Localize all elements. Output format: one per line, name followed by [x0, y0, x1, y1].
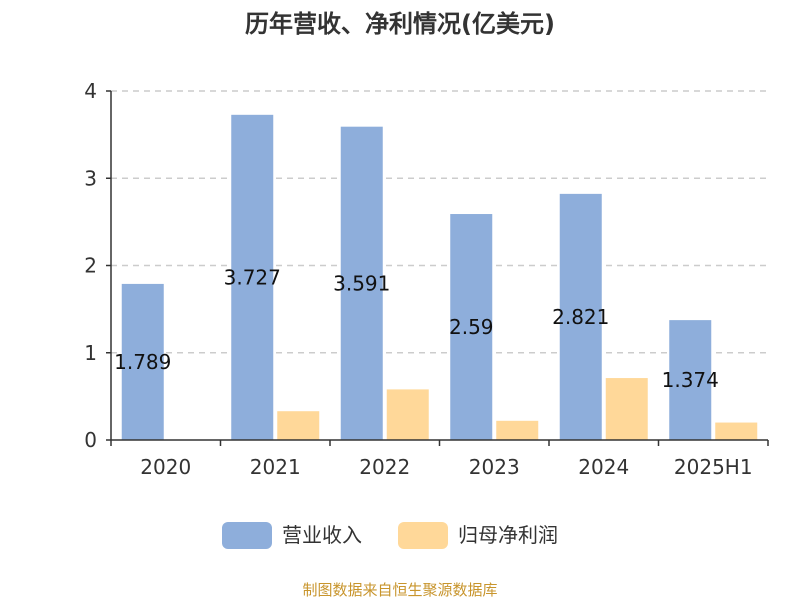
gridlines — [111, 90, 768, 354]
x-tick-label: 2022 — [359, 455, 410, 479]
bar-value-label: 2.821 — [552, 305, 609, 329]
data-labels: 1.789 3.727 3.591 2.59 2.821 1.374 — [114, 265, 719, 392]
legend-swatch — [222, 522, 272, 549]
bar-revenue[interactable] — [559, 193, 602, 440]
chart-title: 历年营收、净利情况(亿美元) — [245, 10, 555, 38]
legend-label: 营业收入 — [282, 523, 362, 547]
x-tick-label: 2024 — [578, 455, 629, 479]
y-tick-label: 2 — [84, 254, 97, 278]
y-tick-label: 0 — [84, 428, 97, 452]
axes: 0 1 2 3 4 2020 2021 2022 2023 2024 2025H1 — [84, 79, 769, 479]
legend[interactable]: 营业收入 归母净利润 — [222, 522, 558, 549]
source-note: 制图数据来自恒生聚源数据库 — [302, 581, 497, 599]
bar-value-label: 1.789 — [114, 350, 171, 374]
bar-value-label: 3.727 — [224, 265, 281, 289]
bar-value-label: 2.59 — [449, 315, 494, 339]
y-tick-label: 3 — [84, 166, 97, 190]
bar-net-profit[interactable] — [605, 378, 648, 440]
x-tick-label: 2020 — [140, 455, 191, 479]
x-tick-label: 2023 — [469, 455, 520, 479]
x-tick-label: 2021 — [250, 455, 301, 479]
legend-label: 归母净利润 — [458, 523, 558, 547]
bar-revenue[interactable] — [450, 214, 493, 440]
bar-revenue[interactable] — [669, 320, 712, 440]
bar-revenue[interactable] — [231, 114, 274, 441]
bar-value-label: 3.591 — [333, 271, 390, 295]
y-tick-label: 4 — [84, 79, 97, 103]
bar-revenue[interactable] — [340, 126, 383, 441]
bar-net-profit[interactable] — [386, 389, 429, 440]
legend-item[interactable]: 归母净利润 — [398, 522, 558, 549]
y-tick-label: 1 — [84, 341, 97, 365]
bar-revenue[interactable] — [121, 283, 164, 440]
legend-swatch — [398, 522, 448, 549]
bar-net-profit[interactable] — [496, 420, 539, 440]
x-tick-label: 2025H1 — [674, 455, 753, 479]
bar-net-profit[interactable] — [715, 422, 758, 440]
bars — [121, 114, 758, 441]
bar-value-label: 1.374 — [662, 368, 719, 392]
legend-item[interactable]: 营业收入 — [222, 522, 362, 549]
bar-net-profit[interactable] — [277, 411, 320, 440]
